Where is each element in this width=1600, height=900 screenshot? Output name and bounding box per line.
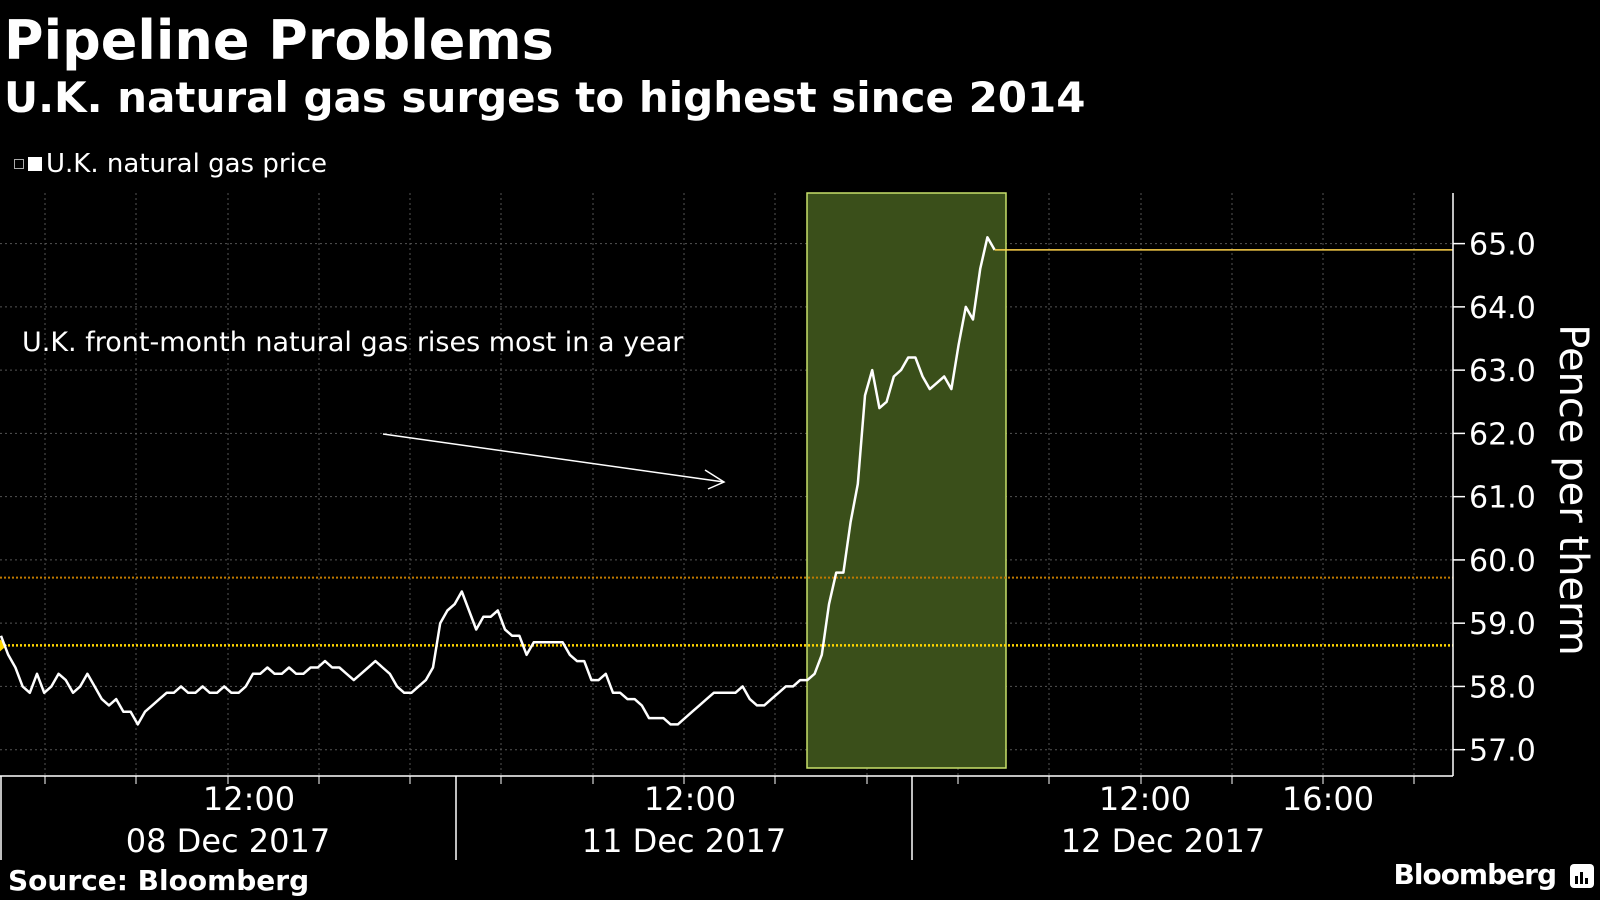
legend-toggle-icon[interactable]: [14, 159, 24, 169]
y-tick-label: 59.0: [1469, 607, 1536, 642]
y-tick-label: 61.0: [1469, 481, 1536, 516]
y-tick-label: 65.0: [1469, 228, 1536, 263]
annotation-arrow: [382, 433, 725, 483]
x-time-label: 12:00: [1099, 780, 1191, 818]
y-tick-label: 60.0: [1469, 544, 1536, 579]
annotation-arrowhead: [704, 469, 726, 490]
series-line: [0, 236, 996, 726]
series-layer: [0, 236, 1453, 726]
x-date-label: 11 Dec 2017: [582, 822, 786, 860]
axes: 57.0 58.0 59.0 60.0 61.0 62.0 63.0 64.0 65.0 12:0…: [0, 193, 1596, 860]
x-time-label: 16:00: [1282, 780, 1374, 818]
highlight-box: [806, 192, 1007, 769]
grid-lines: [0, 193, 1453, 775]
x-time-label: 12:00: [203, 780, 295, 818]
chart-title: Pipeline Problems: [4, 9, 554, 72]
source-note: Source: Bloomberg: [8, 864, 310, 897]
brand-logo: Bloomberg: [1393, 858, 1557, 891]
x-date-label: 12 Dec 2017: [1061, 822, 1265, 860]
chart-subtitle: U.K. natural gas surges to highest since…: [4, 73, 1086, 122]
x-time-label: 12:00: [644, 780, 736, 818]
y-tick-label: 57.0: [1469, 734, 1536, 769]
bloomberg-icon: [1570, 864, 1594, 888]
y-tick-label: 63.0: [1469, 354, 1536, 389]
x-date-label: 08 Dec 2017: [126, 822, 330, 860]
reference-lines: [0, 576, 1453, 652]
legend-swatch-icon: [28, 157, 42, 171]
highlight-region: [806, 192, 1007, 769]
annotation-text: U.K. front-month natural gas rises most …: [22, 327, 684, 358]
annotation-layer: U.K. front-month natural gas rises most …: [22, 327, 726, 490]
legend-label: U.K. natural gas price: [46, 149, 328, 179]
y-tick-label: 64.0: [1469, 291, 1536, 326]
y-tick-label: 62.0: [1469, 417, 1536, 452]
legend[interactable]: U.K. natural gas price: [14, 148, 327, 180]
y-axis-label: Pence per therm: [1550, 324, 1596, 655]
y-tick-label: 58.0: [1469, 670, 1536, 705]
